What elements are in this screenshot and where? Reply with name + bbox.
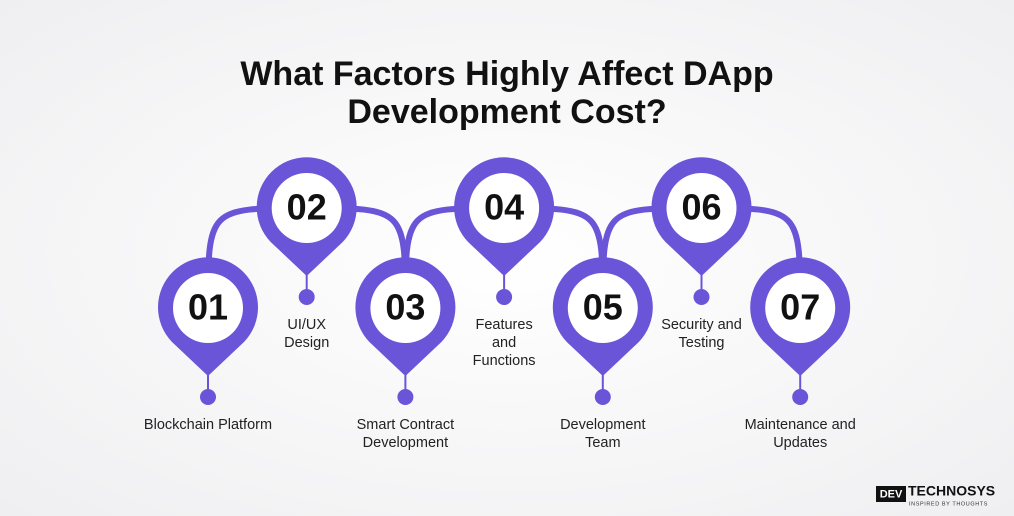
step-label: Development xyxy=(560,417,645,433)
title: What Factors Highly Affect DApp xyxy=(240,55,773,93)
step-label: UI/UX xyxy=(287,317,326,333)
step-number: 04 xyxy=(484,187,524,228)
step-label: Team xyxy=(585,435,620,451)
step-label: Security and xyxy=(661,317,742,333)
step: 05 Development Team xyxy=(552,257,653,451)
step-number: 01 xyxy=(188,287,228,328)
logo-tagline: INSPIRED BY THOUGHTS xyxy=(909,501,988,507)
dot xyxy=(792,389,809,405)
dot xyxy=(200,389,216,405)
step-label: Functions xyxy=(473,353,536,369)
pin-inner xyxy=(469,173,540,243)
step: 04 Features and Functions xyxy=(454,157,555,369)
step: 03 Smart Contract Development xyxy=(355,257,456,451)
title: Development Cost? xyxy=(347,93,666,131)
step: 07 Maintenance and Updates xyxy=(745,257,856,451)
step-label: Blockchain Platform xyxy=(144,417,272,433)
pin-inner xyxy=(173,273,243,343)
dot xyxy=(594,389,611,405)
step: 01 Blockchain Platform xyxy=(144,257,272,433)
dot xyxy=(298,289,315,305)
pin-inner xyxy=(666,173,737,243)
step-label: Updates xyxy=(773,435,827,451)
logo: DEV TECHNOSYS INSPIRED BY THOUGHTS xyxy=(876,483,995,507)
logo-mark: DEV xyxy=(880,488,903,500)
step-label: Features xyxy=(475,317,532,333)
pin-inner xyxy=(765,273,836,343)
step-label: Testing xyxy=(679,335,725,351)
pin-inner xyxy=(567,273,638,343)
step: 06 Security and Testing xyxy=(651,157,752,351)
dot xyxy=(496,289,513,305)
dot xyxy=(397,389,414,405)
step-number: 03 xyxy=(385,287,425,328)
logo-mark-box xyxy=(876,486,906,502)
step-label: Development xyxy=(363,435,448,451)
step: 02 UI/UX Design xyxy=(256,157,357,351)
step-label: Maintenance and xyxy=(745,417,856,433)
step-label: and xyxy=(492,335,516,351)
step-label: Smart Contract xyxy=(357,417,455,433)
step-number: 05 xyxy=(583,287,623,328)
step-number: 02 xyxy=(287,187,327,228)
step-number: 07 xyxy=(780,287,820,328)
step-number: 06 xyxy=(681,187,721,228)
step-label: Design xyxy=(284,335,329,351)
logo-name: TECHNOSYS xyxy=(908,483,995,499)
pin-inner xyxy=(271,173,342,243)
dot xyxy=(693,289,710,305)
pin-inner xyxy=(370,273,441,343)
